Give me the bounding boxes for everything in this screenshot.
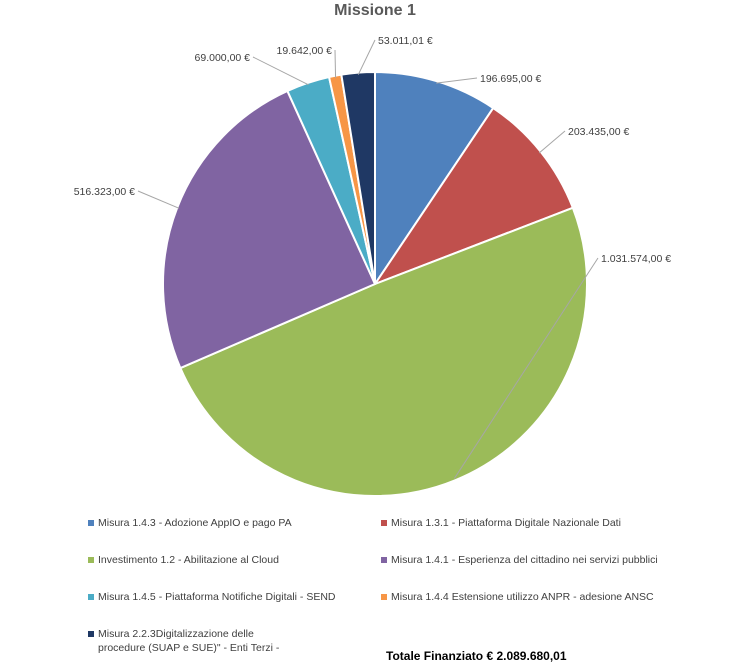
legend-swatch: [88, 631, 94, 637]
data-label-1: 196.695,00 €: [480, 73, 541, 85]
legend-label: Misura 2.2.3Digitalizzazione delle proce…: [98, 628, 280, 654]
data-label-4: 516.323,00 €: [74, 186, 135, 198]
leader-line-4: [137, 190, 180, 209]
legend-swatch: [88, 520, 94, 526]
leader-line-5: [252, 56, 309, 86]
data-label-5: 69.000,00 €: [195, 52, 251, 64]
legend-swatch: [88, 557, 94, 563]
data-label-3: 1.031.574,00 €: [601, 253, 671, 265]
pie-chart: 196.695,00 € 203.435,00 € 1.031.574,00 € 51…: [74, 35, 671, 497]
leader-line-1: [436, 77, 478, 84]
data-label-7: 53.011,01 €: [378, 35, 433, 47]
legend-swatch: [88, 594, 94, 600]
leader-line-2: [538, 130, 566, 154]
leader-line-3: [453, 257, 599, 479]
pie-slice-1: [374, 70, 495, 288]
pie-slice-3: [179, 206, 588, 497]
legend-swatch: [381, 557, 387, 563]
legend-swatch: [381, 594, 387, 600]
legend-label: Misura 1.4.4 Estensione utilizzo ANPR - …: [391, 591, 654, 603]
pie-slice-7: [340, 70, 376, 285]
legend-label: Misura 1.4.5 - Piattaforma Notifiche Dig…: [98, 591, 336, 603]
legend-label: Misura 1.4.1 - Esperienza del cittadino …: [391, 554, 658, 566]
data-label-6: 19.642,00 €: [277, 45, 333, 57]
chart-title: Missione 1: [334, 2, 416, 19]
legend-label: Investimento 1.2 - Abilitazione al Cloud: [98, 554, 279, 566]
leader-line-7: [357, 39, 376, 75]
leader-line-6: [334, 49, 337, 78]
legend-label: Misura 1.4.3 - Adozione AppIO e pago PA: [98, 517, 292, 529]
legend-label: Misura 1.3.1 - Piattaforma Digitale Nazi…: [391, 517, 621, 529]
total-funding: Totale Finanziato € 2.089.680,01: [386, 649, 567, 663]
legend-swatch: [381, 520, 387, 526]
data-label-2: 203.435,00 €: [568, 126, 629, 138]
